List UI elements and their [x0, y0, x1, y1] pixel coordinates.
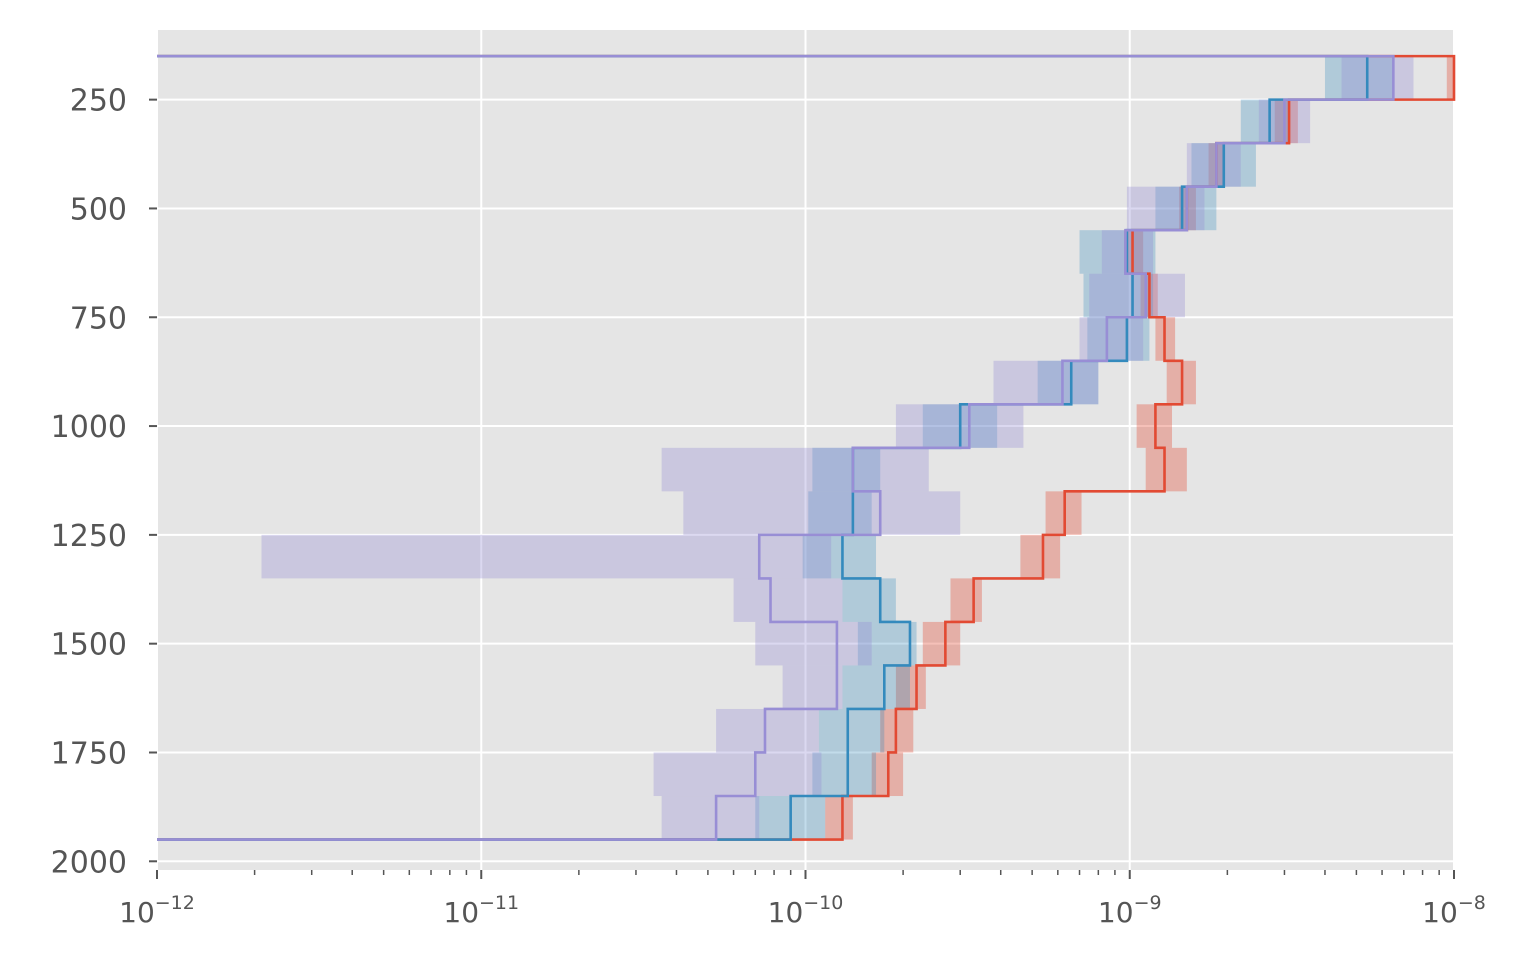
series-line-2	[157, 54, 1395, 841]
x-tick-label: 10−10	[768, 892, 844, 929]
y-tick-label: 1750	[51, 736, 127, 771]
uncertainty-band	[842, 578, 896, 622]
x-tick-label: 10−8	[1422, 892, 1486, 929]
uncertainty-band	[1186, 143, 1241, 187]
uncertainty-band	[1324, 56, 1394, 100]
uncertainty-band	[922, 621, 961, 666]
uncertainty-band	[653, 752, 822, 797]
uncertainty-band	[1126, 186, 1205, 231]
y-tick-label: 1250	[51, 519, 127, 554]
y-tick-label: 750	[70, 301, 127, 336]
series-line-1	[157, 54, 1369, 841]
uncertainty-band	[261, 534, 832, 579]
uncertainty-band	[950, 578, 982, 622]
uncertainty-band	[812, 752, 877, 797]
x-tick-label: 10−9	[1098, 892, 1162, 929]
uncertainty-band	[895, 665, 926, 709]
uncertainty-band	[1020, 534, 1061, 579]
uncertainty-band	[825, 796, 853, 840]
profile-lines	[157, 54, 1456, 841]
uncertainty-band	[1341, 56, 1414, 100]
uncertainty-band	[1087, 317, 1150, 361]
y-tick-label: 2000	[51, 845, 127, 880]
x-tick-label: 10−11	[443, 892, 519, 929]
uncertainty-band	[1145, 447, 1187, 492]
uncertainty-band	[1240, 99, 1290, 144]
y-tick-label: 500	[70, 192, 127, 227]
y-tick-label: 250	[70, 84, 127, 119]
uncertainty-band	[993, 360, 1099, 405]
uncertainty-band	[818, 708, 885, 753]
y-tick-label: 1500	[51, 628, 127, 663]
y-tick-label: 1000	[51, 410, 127, 445]
uncertainty-band	[782, 665, 843, 709]
uncertainty-band	[1446, 56, 1454, 100]
uncertainty-band	[857, 621, 917, 666]
x-tick-label: 10−12	[119, 892, 195, 929]
uncertainty-band	[1037, 360, 1099, 405]
uncertainty-band	[802, 534, 877, 579]
uncertainty-band	[733, 578, 843, 622]
uncertainty-band	[1083, 273, 1154, 318]
uncertainty-band	[812, 447, 881, 492]
uncertainty-band	[1274, 99, 1298, 144]
uncertainty-band	[661, 796, 760, 840]
uncertainty-band	[683, 491, 961, 535]
uncertainty-band	[1089, 273, 1185, 318]
uncertainty-band	[1079, 230, 1156, 274]
uncertainty-bands	[261, 56, 1454, 840]
uncertainty-band	[808, 491, 872, 535]
uncertainty-band	[661, 447, 929, 492]
uncertainty-band	[842, 665, 910, 709]
axes: 250 500 750 1000 1250 1500 1750 2000 10−12 10−11 1…	[51, 84, 1486, 929]
uncertainty-band	[716, 708, 819, 753]
uncertainty-band	[1079, 317, 1144, 361]
uncertainty-band	[755, 621, 872, 666]
